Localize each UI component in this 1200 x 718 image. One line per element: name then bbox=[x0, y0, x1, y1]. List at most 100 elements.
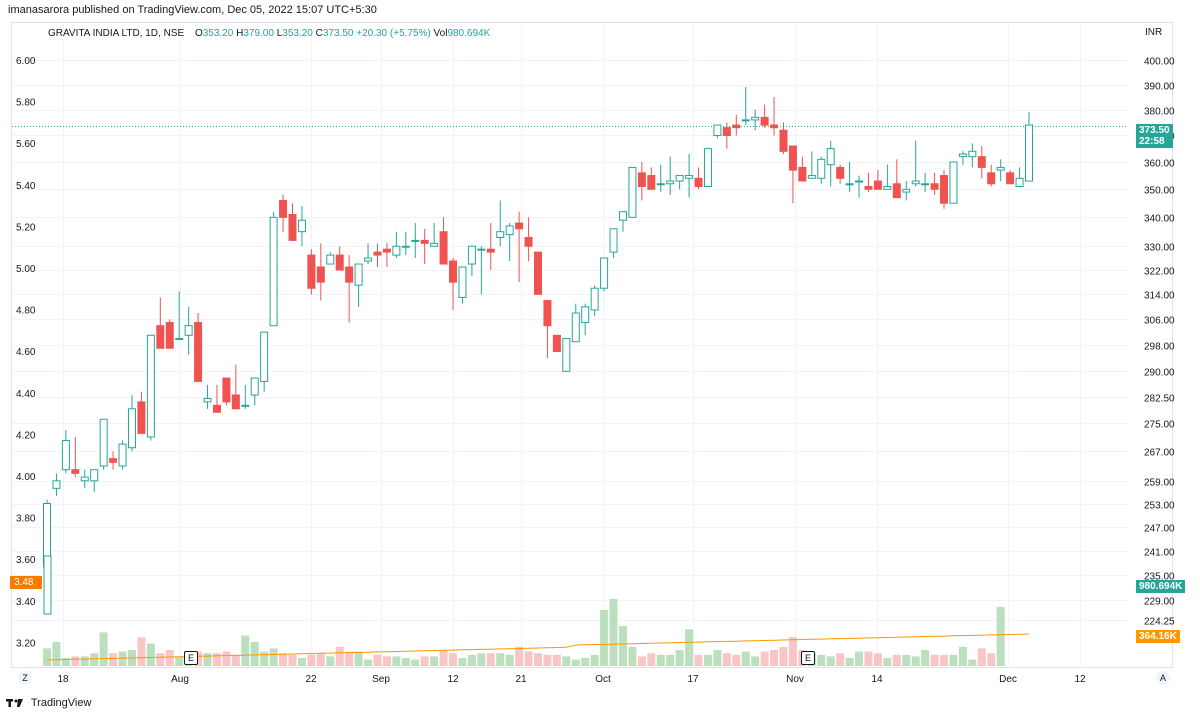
candle-body bbox=[883, 186, 892, 190]
price-tick-label: 282.50 bbox=[1144, 394, 1175, 405]
candle-body bbox=[987, 172, 996, 185]
candle-body bbox=[902, 188, 911, 193]
candle-body bbox=[637, 172, 646, 188]
volume-bar bbox=[675, 650, 684, 666]
volume-bar bbox=[99, 632, 108, 666]
volume-bar bbox=[826, 656, 835, 666]
time-tick-label: Nov bbox=[786, 674, 804, 685]
candle-body bbox=[845, 183, 854, 186]
left-tick-label: 3.40 bbox=[16, 597, 36, 608]
time-tick-label: Sep bbox=[372, 674, 390, 685]
candle-body bbox=[996, 166, 1005, 171]
time-tick-label: 14 bbox=[871, 674, 883, 685]
candle-body bbox=[61, 440, 70, 471]
candle-body bbox=[486, 248, 495, 253]
price-tick-label: 259.00 bbox=[1144, 478, 1175, 489]
candle-body bbox=[184, 325, 193, 336]
close-value: 373.50 bbox=[322, 28, 354, 39]
candle-body bbox=[241, 404, 250, 407]
volume-bar bbox=[222, 651, 231, 666]
candle-body bbox=[562, 338, 571, 372]
volume-bar bbox=[458, 658, 467, 666]
candle-body bbox=[439, 231, 448, 265]
volume-bar bbox=[345, 651, 354, 666]
candle-body bbox=[628, 166, 637, 218]
candle-body bbox=[269, 216, 278, 327]
left-tick-label: 4.20 bbox=[16, 430, 36, 441]
volume-bar bbox=[864, 651, 873, 666]
candle-body bbox=[222, 377, 231, 403]
time-tick-label: Oct bbox=[595, 674, 611, 685]
left-tick-label: 4.80 bbox=[16, 306, 36, 317]
volume-bar bbox=[212, 653, 221, 666]
candle-body bbox=[515, 222, 524, 230]
candle-body bbox=[156, 325, 165, 349]
earnings-marker[interactable]: E bbox=[801, 651, 815, 665]
volume-bar bbox=[836, 653, 845, 666]
volume-bar bbox=[90, 653, 99, 666]
volume-bar bbox=[562, 656, 571, 666]
volume-bar bbox=[165, 650, 174, 666]
volume-tag: 980.694K bbox=[1136, 580, 1186, 593]
candle-body bbox=[260, 331, 269, 382]
candle-body bbox=[722, 127, 731, 136]
last-price: 373.50 bbox=[1139, 125, 1170, 136]
high-label: H bbox=[236, 28, 244, 39]
footer-brand: TradingView bbox=[30, 697, 92, 709]
time-tick-label: 18 bbox=[57, 674, 69, 685]
volume-bar bbox=[156, 653, 165, 666]
left-axis-tag: 3.48 bbox=[10, 576, 42, 589]
volume-bar bbox=[732, 654, 741, 666]
volume-bar bbox=[817, 654, 826, 666]
candle-body bbox=[505, 225, 514, 236]
candle-body bbox=[43, 555, 52, 615]
volume-bar bbox=[751, 656, 760, 666]
candle-body bbox=[118, 443, 127, 467]
price-tick-label: 306.00 bbox=[1144, 316, 1175, 327]
auto-scale-button[interactable]: A bbox=[1156, 671, 1170, 685]
candle-body bbox=[373, 251, 382, 256]
candle-body bbox=[212, 404, 221, 413]
volume-bar bbox=[685, 629, 694, 666]
candle-body bbox=[949, 161, 958, 204]
volume-ma-tag: 364.16K bbox=[1136, 630, 1180, 643]
volume-bar bbox=[250, 642, 259, 666]
volume-bar bbox=[892, 654, 901, 666]
candle-body bbox=[647, 175, 656, 190]
candle-body bbox=[354, 263, 363, 286]
volume-bar bbox=[269, 648, 278, 666]
candle-body bbox=[477, 248, 486, 251]
volume-bar bbox=[760, 651, 769, 666]
price-tick-label: 340.00 bbox=[1144, 214, 1175, 225]
volume-bar bbox=[534, 653, 542, 666]
volume-bar bbox=[637, 656, 646, 666]
change-value: +20.30 (+5.75%) bbox=[356, 28, 431, 39]
candle-body bbox=[675, 175, 684, 182]
volume-bar bbox=[666, 654, 675, 666]
volume-bar bbox=[80, 656, 89, 666]
candle-body bbox=[864, 186, 873, 190]
left-tick-label: 5.00 bbox=[16, 264, 36, 275]
candle-body bbox=[543, 300, 552, 327]
price-tick-label: 390.00 bbox=[1144, 82, 1175, 93]
volume-bar bbox=[307, 654, 316, 666]
candle-body bbox=[449, 260, 458, 283]
high-value: 379.00 bbox=[243, 28, 274, 39]
volume-bar bbox=[911, 656, 920, 666]
earnings-marker[interactable]: E bbox=[184, 651, 198, 665]
footer: TradingView bbox=[6, 697, 91, 709]
candle-body bbox=[175, 338, 184, 341]
volume-bar bbox=[373, 654, 382, 666]
price-tick-label: 350.00 bbox=[1144, 186, 1175, 197]
low-value: 353.20 bbox=[282, 28, 313, 39]
volume-bar bbox=[146, 643, 155, 666]
price-tick-label: 400.00 bbox=[1144, 57, 1175, 68]
chart-frame[interactable] bbox=[11, 22, 1173, 668]
candle-body bbox=[590, 287, 599, 311]
candle-body bbox=[420, 239, 429, 244]
left-tick-label: 5.20 bbox=[16, 222, 36, 233]
candle-body bbox=[496, 231, 505, 238]
price-tick-label: 229.00 bbox=[1144, 597, 1175, 608]
zoom-reset-button[interactable]: Z bbox=[18, 671, 32, 685]
